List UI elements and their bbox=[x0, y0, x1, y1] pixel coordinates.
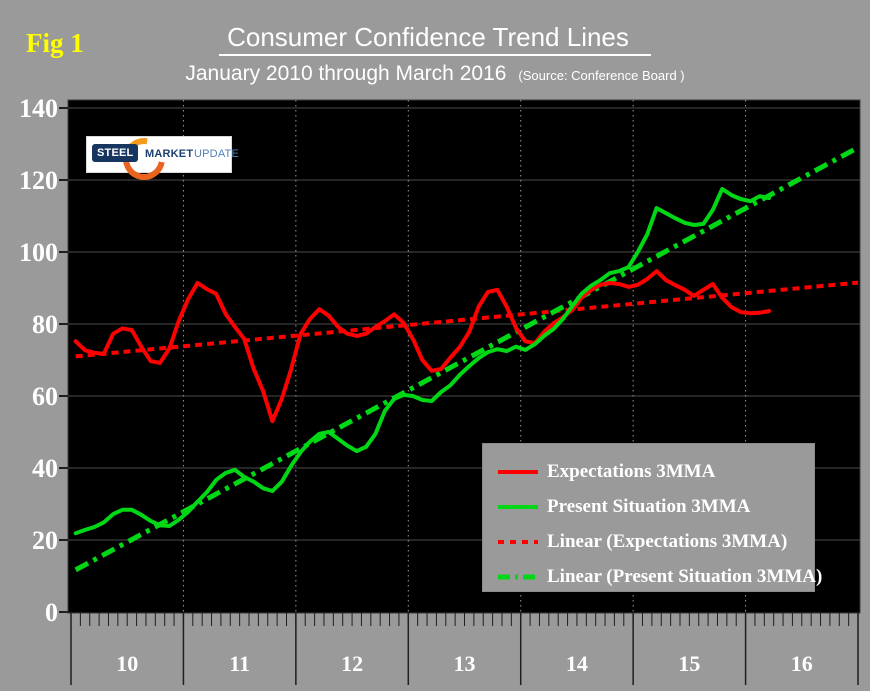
legend-label: Expectations 3MMA bbox=[547, 460, 716, 482]
y-axis-label: 80 bbox=[32, 310, 58, 339]
logo-word-steel: STEEL bbox=[92, 144, 139, 162]
trendline-expectations bbox=[75, 280, 859, 359]
chart-plot: 0 20 40 60 80 100 120 140 10 11 12 13 14 15 16 bbox=[19, 95, 861, 685]
chart-title: Consumer Confidence Trend Lines bbox=[219, 22, 651, 56]
logo-word-update: UPDATE bbox=[194, 148, 240, 160]
x-axis-label: 14 bbox=[566, 651, 588, 676]
chart-header: Consumer Confidence Trend Lines January … bbox=[0, 22, 870, 86]
series-line-expectations bbox=[73, 269, 771, 424]
x-axis-label: 13 bbox=[454, 651, 476, 676]
legend-item-3: Linear (Present Situation 3MMA) bbox=[483, 559, 822, 594]
y-axis-label: 120 bbox=[19, 166, 58, 195]
legend-line-sample-dash-dot bbox=[498, 574, 538, 579]
legend-item-0: Expectations 3MMA bbox=[483, 454, 814, 489]
legend: Expectations 3MMA Present Situation 3MMA L… bbox=[482, 443, 822, 594]
legend-item-2: Linear (Expectations 3MMA) bbox=[483, 524, 814, 559]
x-axis-label: 12 bbox=[341, 651, 363, 676]
legend-item-1: Present Situation 3MMA bbox=[483, 489, 814, 524]
logo-word-market: MARKET bbox=[145, 148, 194, 160]
chart-subtitle: January 2010 through March 2016 bbox=[185, 62, 507, 85]
steel-market-update-logo: STEEL MARKET UPDATE bbox=[86, 129, 239, 189]
legend-label: Present Situation 3MMA bbox=[547, 495, 751, 517]
legend-line-sample-solid bbox=[498, 504, 538, 509]
trendline-present_situation bbox=[74, 145, 860, 573]
y-axis-label: 40 bbox=[32, 454, 58, 483]
y-axis-label: 0 bbox=[45, 598, 58, 627]
source-note: (Source: Conference Board ) bbox=[518, 68, 685, 83]
legend-label: Linear (Present Situation 3MMA) bbox=[547, 565, 823, 587]
y-axis-label: 100 bbox=[19, 238, 58, 267]
series-line-present_situation bbox=[73, 187, 771, 536]
y-axis-label: 60 bbox=[32, 382, 58, 411]
x-axis-label: 16 bbox=[791, 651, 813, 676]
x-axis-label: 11 bbox=[229, 651, 250, 676]
legend-label: Linear (Expectations 3MMA) bbox=[547, 530, 788, 552]
legend-line-sample-solid bbox=[498, 469, 538, 474]
y-axis-label: 20 bbox=[32, 526, 58, 555]
figure-label: Fig 1 bbox=[26, 28, 84, 58]
x-axis-label: 15 bbox=[678, 651, 700, 676]
y-axis-label: 140 bbox=[19, 95, 58, 123]
x-axis-label: 10 bbox=[116, 651, 138, 676]
legend-line-sample-dashed bbox=[498, 539, 538, 544]
